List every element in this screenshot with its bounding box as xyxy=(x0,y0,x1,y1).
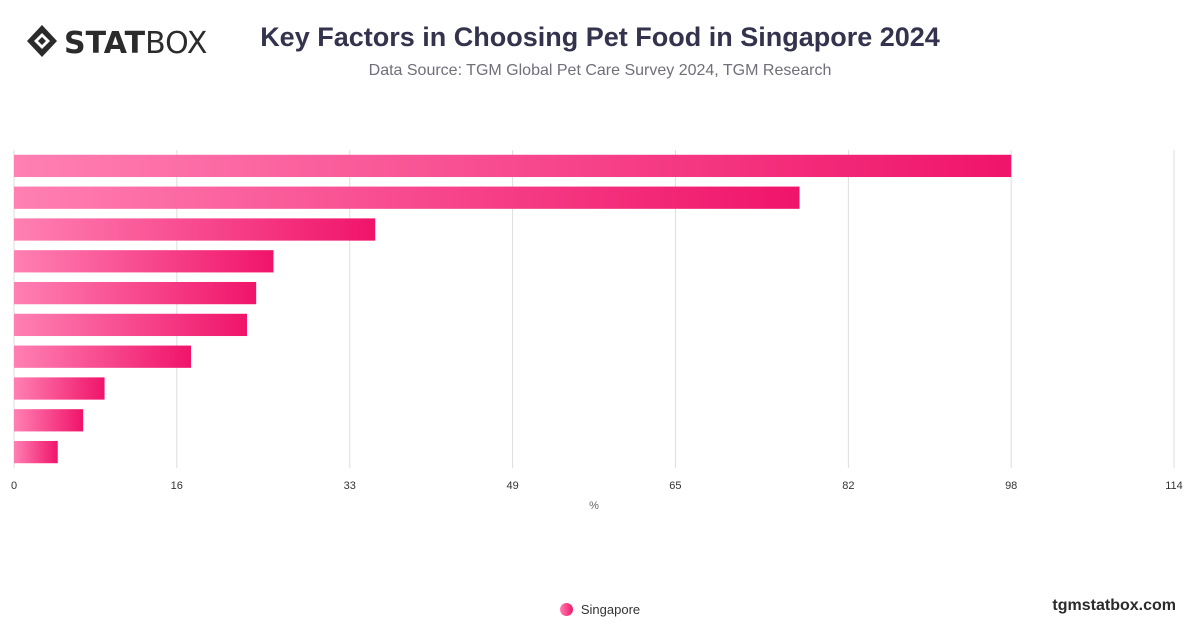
legend-label: Singapore xyxy=(580,602,641,617)
bar-chart: 0 16 33 49 65 82 98 114 % xyxy=(11,150,1183,512)
x-tick-label: 49 xyxy=(506,480,518,492)
logo-text-box: BOX xyxy=(145,26,207,60)
x-tick-label: 82 xyxy=(842,480,854,492)
legend[interactable]: Singapore xyxy=(0,602,1200,617)
bar[interactable] xyxy=(14,313,248,337)
bar[interactable] xyxy=(14,250,274,273)
bar[interactable] xyxy=(14,186,800,209)
x-tick-label: 16 xyxy=(171,480,183,492)
x-tick-label: 114 xyxy=(1165,480,1183,492)
x-axis-ticks: 0 16 33 49 65 82 98 114 xyxy=(11,480,1183,492)
bar[interactable] xyxy=(14,154,1012,178)
bar[interactable] xyxy=(14,281,257,305)
x-tick-label: 65 xyxy=(669,480,681,492)
svg-text:STATBOX: STATBOX xyxy=(64,26,207,60)
logo-text-stat: STAT xyxy=(64,26,146,60)
bar[interactable] xyxy=(14,377,105,400)
bar[interactable] xyxy=(14,345,192,368)
x-tick-label: 0 xyxy=(11,480,17,492)
bar[interactable] xyxy=(14,409,84,432)
bar[interactable] xyxy=(14,440,58,464)
chart-title: Key Factors in Choosing Pet Food in Sing… xyxy=(260,22,940,52)
legend-marker-icon xyxy=(559,603,573,616)
statbox-logo: STATBOX xyxy=(27,25,207,60)
diamond-logo-icon xyxy=(27,25,57,57)
x-axis-label: % xyxy=(589,500,599,512)
bar[interactable] xyxy=(14,218,376,241)
x-tick-label: 98 xyxy=(1005,480,1017,492)
source-credit: tgmstatbox.com xyxy=(1052,597,1176,614)
chart-subtitle: Data Source: TGM Global Pet Care Survey … xyxy=(368,62,832,79)
bars xyxy=(14,154,1012,464)
x-tick-label: 33 xyxy=(344,480,356,492)
